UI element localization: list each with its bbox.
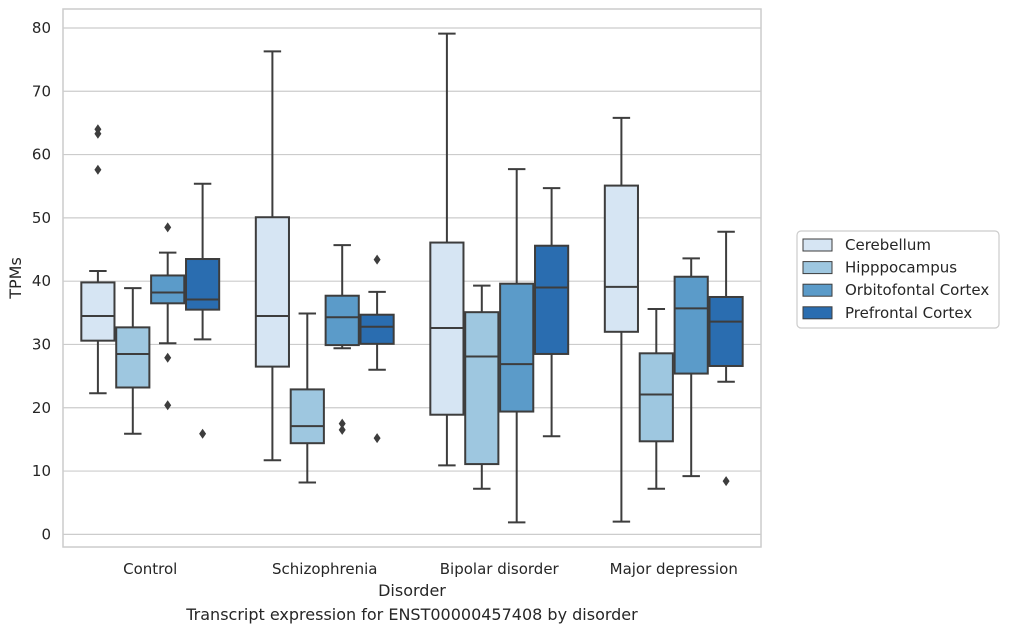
box-0-2 (150, 222, 186, 411)
legend-swatch (802, 261, 833, 275)
box-1-2 (324, 244, 360, 435)
box-0-1 (115, 287, 151, 435)
y-tick-label: 10 (32, 462, 51, 480)
box-iqr (115, 326, 151, 389)
box-2-1 (464, 284, 500, 490)
legend: Cerebellum Hipppocampus Orbitofontal Corte… (796, 230, 1000, 329)
box-iqr (499, 282, 535, 413)
box-iqr (150, 274, 186, 305)
y-tick-label: 40 (32, 272, 51, 290)
y-tick-label: 70 (32, 82, 51, 100)
y-tick-label: 60 (32, 146, 51, 164)
box-iqr (638, 352, 674, 443)
box-iqr (324, 294, 360, 347)
legend-swatch (802, 306, 833, 320)
box-iqr (708, 295, 744, 367)
legend-label: Cerebellum (845, 236, 931, 254)
box-1-3 (359, 254, 395, 444)
box-iqr (80, 281, 116, 342)
box-iqr (359, 313, 395, 345)
legend-label: Orbitofontal Cortex (845, 281, 989, 299)
plot-area-frame (62, 8, 762, 548)
x-tick-label: Major depression (610, 560, 738, 578)
box-iqr (185, 258, 221, 311)
box-iqr (254, 216, 290, 368)
outlier-point (164, 400, 172, 411)
box-2-2 (499, 168, 535, 524)
box-1-0 (254, 50, 290, 462)
outlier-point (164, 352, 172, 363)
y-axis-label: TPMs (6, 257, 25, 300)
box-2-0 (429, 32, 465, 467)
box-iqr (673, 275, 709, 375)
box-0-0 (80, 124, 116, 395)
box-iqr (289, 388, 325, 445)
x-tick-label: Control (123, 560, 177, 578)
outlier-point (94, 164, 102, 175)
outlier-point (722, 476, 730, 487)
box-iqr (464, 311, 500, 466)
box-iqr (534, 244, 570, 355)
x-axis-ticks: Control Schizophrenia Bipolar disorder Majo… (123, 560, 738, 578)
outlier-point (199, 428, 207, 439)
y-axis-ticks: 0 10 20 30 40 50 60 70 80 (32, 19, 51, 543)
legend-swatch (802, 238, 833, 252)
figure-caption: Transcript expression for ENST0000045740… (186, 605, 638, 624)
y-tick-label: 30 (32, 335, 51, 353)
legend-frame (796, 230, 1000, 329)
legend-label: Prefrontal Cortex (845, 304, 972, 322)
x-tick-label: Bipolar disorder (440, 560, 560, 578)
outlier-point (338, 418, 346, 429)
x-tick-label: Schizophrenia (272, 560, 377, 578)
outlier-point (373, 433, 381, 444)
y-tick-label: 80 (32, 19, 51, 37)
x-axis-label: Disorder (378, 581, 446, 600)
outlier-point (94, 124, 102, 135)
outlier-point (164, 222, 172, 233)
y-tick-label: 0 (41, 525, 51, 543)
box-1-1 (289, 312, 325, 484)
box-2-3 (534, 187, 570, 438)
legend-label: Hipppocampus (845, 259, 957, 277)
legend-swatch (802, 283, 833, 297)
box-3-1 (638, 308, 674, 490)
box-3-0 (603, 116, 639, 523)
box-iqr (603, 184, 639, 333)
box-0-3 (185, 182, 221, 439)
outlier-point (373, 254, 381, 265)
y-tick-label: 50 (32, 209, 51, 227)
outlier-point (338, 424, 346, 435)
box-3-3 (708, 230, 744, 487)
box-3-2 (673, 257, 709, 478)
y-tick-label: 20 (32, 399, 51, 417)
box-plots (80, 32, 744, 524)
